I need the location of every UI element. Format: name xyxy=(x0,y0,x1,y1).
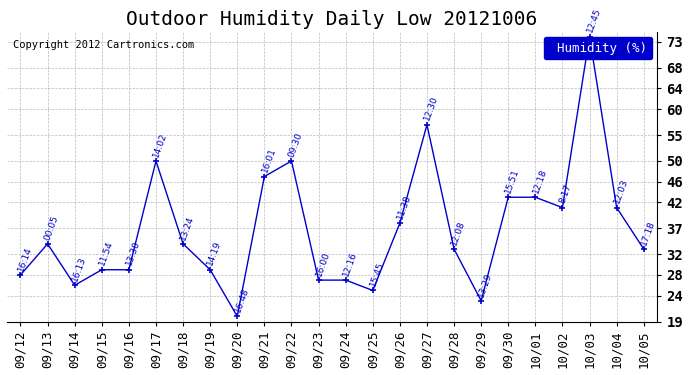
Text: 16:00: 16:00 xyxy=(314,250,331,278)
Text: 00:05: 00:05 xyxy=(43,214,61,241)
Text: 12:16: 12:16 xyxy=(342,250,359,278)
Text: 12:18: 12:18 xyxy=(531,167,549,195)
Legend: Humidity (%): Humidity (%) xyxy=(544,37,652,59)
Text: 16:48: 16:48 xyxy=(233,286,250,314)
Text: 17:18: 17:18 xyxy=(640,219,657,246)
Text: 12:30: 12:30 xyxy=(422,95,440,122)
Text: Copyright 2012 Cartronics.com: Copyright 2012 Cartronics.com xyxy=(13,40,195,50)
Text: 8:17: 8:17 xyxy=(558,183,573,205)
Text: 09:30: 09:30 xyxy=(287,131,304,158)
Title: Outdoor Humidity Daily Low 20121006: Outdoor Humidity Daily Low 20121006 xyxy=(126,10,538,28)
Text: 13:24: 13:24 xyxy=(179,214,196,241)
Text: 12:45: 12:45 xyxy=(585,7,602,34)
Text: 13:29: 13:29 xyxy=(477,271,494,298)
Text: 12:08: 12:08 xyxy=(450,219,467,246)
Text: 16:13: 16:13 xyxy=(70,255,88,283)
Text: 15:45: 15:45 xyxy=(368,261,386,288)
Text: 12:03: 12:03 xyxy=(612,178,629,205)
Text: 14:19: 14:19 xyxy=(206,240,223,267)
Text: 14:02: 14:02 xyxy=(152,131,169,158)
Text: 15:51: 15:51 xyxy=(504,167,521,195)
Text: 11:38: 11:38 xyxy=(395,193,413,220)
Text: 16:01: 16:01 xyxy=(260,147,277,174)
Text: 16:14: 16:14 xyxy=(16,245,33,272)
Text: 13:30: 13:30 xyxy=(124,240,142,267)
Text: 11:54: 11:54 xyxy=(97,240,115,267)
